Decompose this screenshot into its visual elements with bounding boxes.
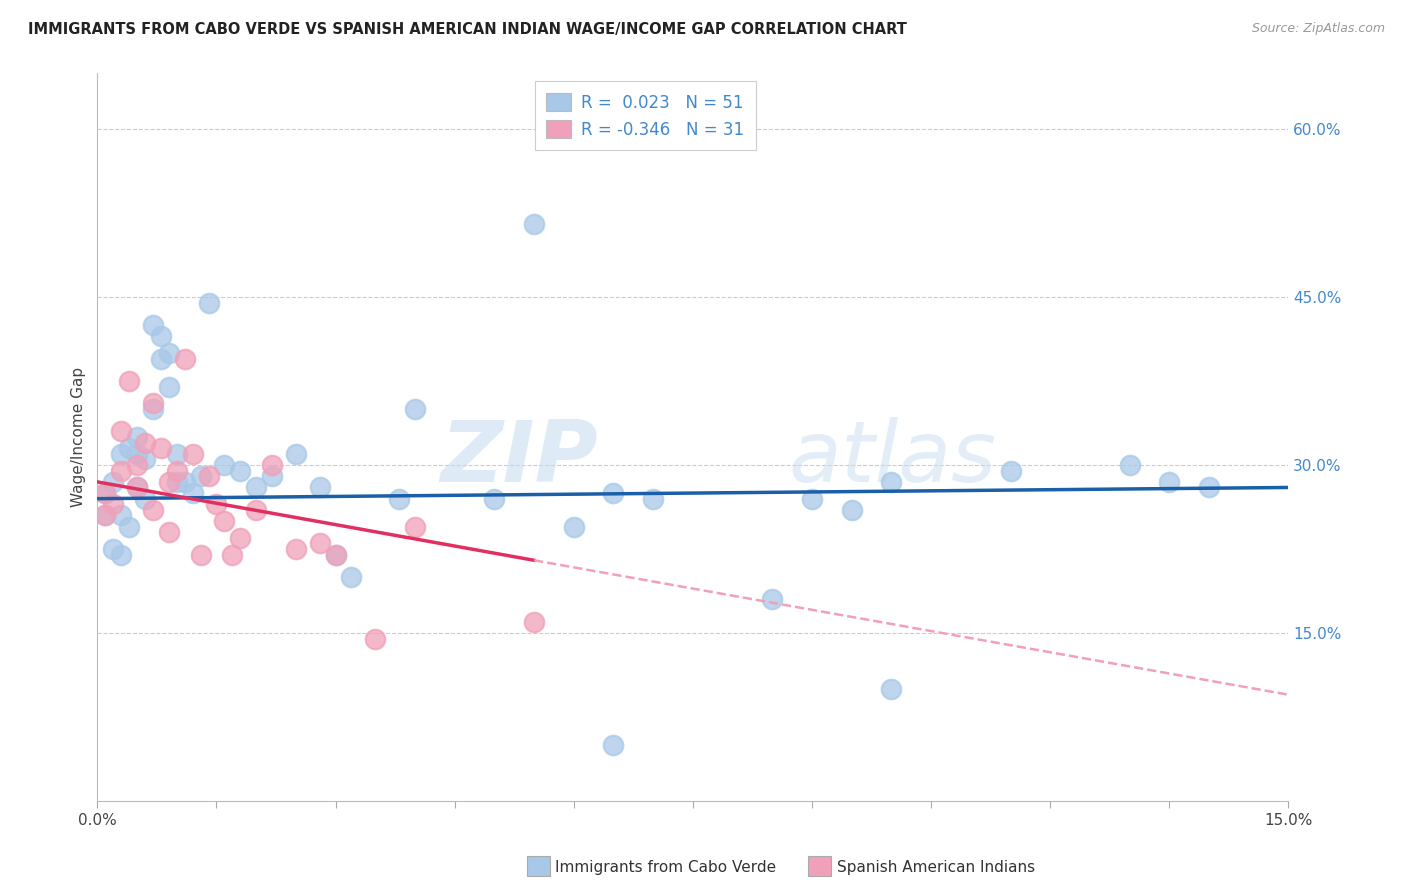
Point [125,480,148,494]
Point [308,480,330,494]
Point [110,548,132,562]
Point [94,508,117,523]
Point [880,682,903,697]
Point [149,442,172,456]
Point [94,486,117,500]
Point [157,346,180,360]
Point [173,351,195,366]
Point [134,452,156,467]
Point [181,486,204,500]
Point [190,548,212,562]
Point [325,548,347,562]
Point [1118,458,1140,472]
Point [388,491,411,506]
Point [404,402,426,417]
Point [173,475,195,489]
Point [110,425,132,439]
Text: ZIP: ZIP [440,417,598,500]
Point [197,469,219,483]
Point [229,464,252,478]
Point [245,480,267,494]
Point [190,469,212,483]
Point [284,542,307,557]
Point [1159,475,1181,489]
Point [340,570,363,584]
Point [484,491,506,506]
Point [103,475,125,489]
Text: IMMIGRANTS FROM CABO VERDE VS SPANISH AMERICAN INDIAN WAGE/INCOME GAP CORRELATIO: IMMIGRANTS FROM CABO VERDE VS SPANISH AM… [28,22,907,37]
Point [134,435,156,450]
Point [880,475,903,489]
Point [110,508,132,523]
Point [1000,464,1022,478]
Point [229,531,252,545]
Point [260,469,283,483]
Point [103,542,125,557]
Point [157,475,180,489]
Point [801,491,824,506]
Point [205,497,228,511]
Point [562,519,585,533]
Point [602,486,624,500]
Point [325,548,347,562]
Point [181,447,204,461]
Point [197,295,219,310]
Point [142,318,165,332]
Point [125,480,148,494]
Point [118,374,141,388]
Point [523,217,546,231]
Point [643,491,665,506]
Point [103,497,125,511]
Point [142,402,165,417]
Point [134,491,156,506]
Point [761,592,783,607]
Point [118,442,141,456]
Point [221,548,243,562]
Point [149,351,172,366]
Point [245,503,267,517]
Point [125,458,148,472]
Point [1198,480,1220,494]
Text: atlas: atlas [789,417,997,500]
Point [157,379,180,393]
Point [94,486,117,500]
Point [308,536,330,550]
Point [166,464,188,478]
Point [110,447,132,461]
Point [214,458,236,472]
Point [125,430,148,444]
Point [841,503,863,517]
Point [166,475,188,489]
Text: Source: ZipAtlas.com: Source: ZipAtlas.com [1251,22,1385,36]
Text: Immigrants from Cabo Verde: Immigrants from Cabo Verde [555,860,776,874]
Point [404,519,426,533]
Point [602,738,624,752]
Point [260,458,283,472]
Point [166,447,188,461]
Point [142,396,165,410]
Point [125,447,148,461]
Legend: R =  0.023   N = 51, R = -0.346   N = 31: R = 0.023 N = 51, R = -0.346 N = 31 [534,81,756,151]
Point [142,503,165,517]
Point [94,508,117,523]
Point [214,514,236,528]
Point [149,329,172,343]
Point [110,464,132,478]
Point [118,519,141,533]
Point [364,632,387,646]
Y-axis label: Wage/Income Gap: Wage/Income Gap [72,367,86,508]
Point [157,525,180,540]
Text: Spanish American Indians: Spanish American Indians [837,860,1035,874]
Point [284,447,307,461]
Point [523,615,546,629]
